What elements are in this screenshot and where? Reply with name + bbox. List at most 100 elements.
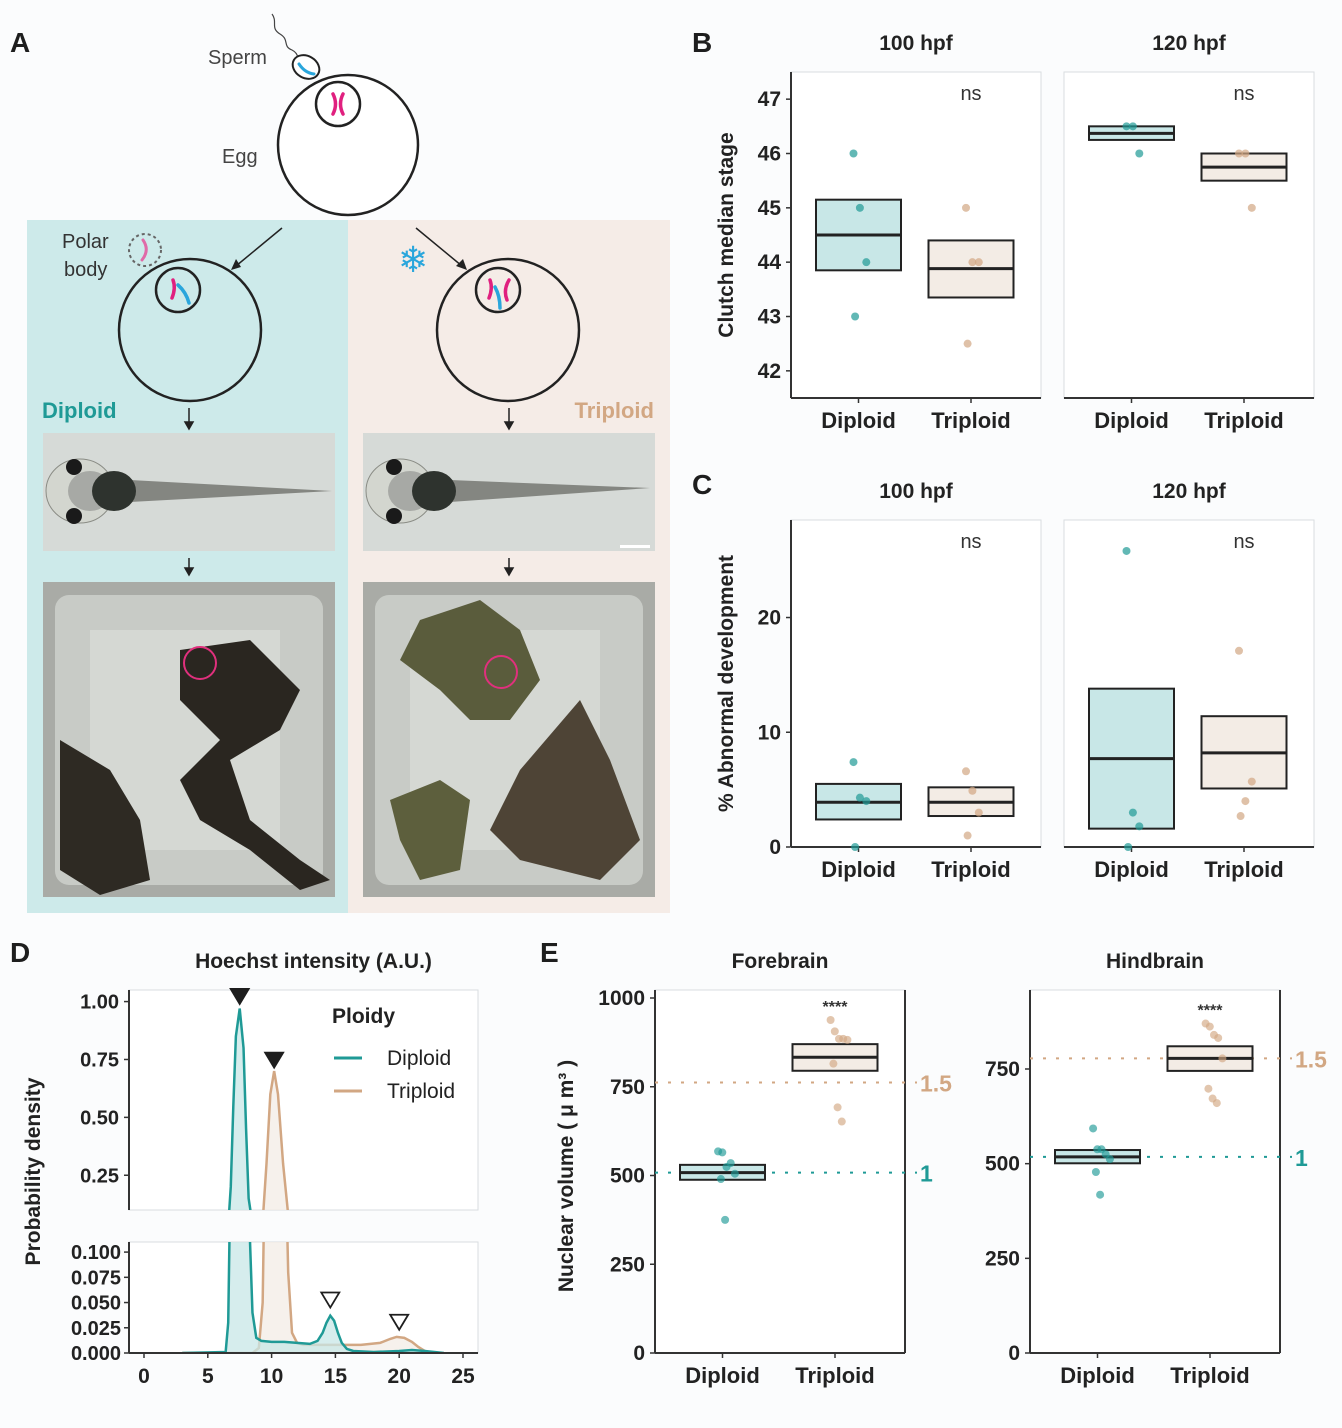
panel-e-chart: E Nuclear volume ( μ m³ ) Forebrain 0 250 500…: [540, 937, 1327, 1388]
data-point: [862, 797, 871, 806]
y-tick-label: 750: [610, 1076, 645, 1099]
y-axis-label: Clutch median stage: [715, 132, 738, 337]
polar-body-label-1: Polar: [62, 231, 109, 253]
data-point: [849, 758, 858, 767]
y-tick-label: 42: [758, 360, 781, 383]
paternal-chromosome: [493, 285, 502, 310]
data-point: [849, 149, 858, 158]
y-tick-label: 43: [758, 306, 781, 329]
x-tick-label: Triploid: [1170, 1363, 1249, 1388]
data-point: [974, 258, 983, 267]
x-tick-label: 15: [324, 1365, 348, 1388]
data-point: [1235, 646, 1243, 655]
x-tick-label: Diploid: [1060, 1363, 1135, 1388]
reference-label: 1.5: [920, 1070, 952, 1096]
lower-plot-area: [128, 1241, 479, 1354]
panel-letter: D: [10, 937, 30, 968]
peak-marker-open: [388, 1313, 410, 1332]
x-tick-label: 0: [138, 1365, 150, 1388]
significance-label: ****: [1198, 1003, 1224, 1020]
y-tick-label: 0: [633, 1342, 645, 1365]
facet-title: 100 hpf: [879, 32, 954, 55]
data-point: [1091, 1167, 1100, 1176]
data-point: [1241, 149, 1250, 158]
arrowhead: [456, 259, 467, 270]
data-point: [1214, 1033, 1223, 1042]
panel-c-chart: C % Abnormal development 0 10 20 100 hpf ns Dip…: [692, 469, 1315, 882]
x-tick-label: Triploid: [931, 857, 1010, 882]
y-tick-label: 0.075: [71, 1267, 121, 1289]
y-tick-label: 0.050: [71, 1293, 121, 1315]
data-point: [1236, 812, 1245, 821]
y-tick-label: 500: [985, 1153, 1020, 1176]
triploid-label: Triploid: [575, 398, 654, 423]
y-tick-label: 45: [758, 197, 782, 220]
x-tick-label: Diploid: [1094, 857, 1169, 882]
y-tick-label: 0: [1008, 1342, 1020, 1365]
diploid-tadpole-photo: [43, 433, 335, 551]
data-point: [855, 793, 864, 802]
significance-label: ns: [1233, 531, 1254, 553]
data-point: [974, 808, 983, 817]
arrowhead: [183, 567, 195, 577]
upper-plot-area: [128, 989, 479, 1211]
x-tick-label: 25: [451, 1365, 475, 1388]
density-area-diploid: [229, 1008, 251, 1210]
density-line-diploid: [182, 1242, 444, 1353]
data-point: [1128, 808, 1137, 817]
data-point: [851, 312, 860, 321]
y-axis-label: Nuclear volume ( μ m³ ): [555, 1060, 578, 1292]
y-tick-label: 0.100: [71, 1242, 121, 1264]
data-point: [833, 1103, 842, 1112]
arrowhead: [231, 259, 241, 270]
y-tick-label: 1000: [598, 987, 645, 1010]
data-point: [1105, 1155, 1114, 1164]
y-tick-label: 500: [610, 1165, 645, 1188]
panel-b-chart: B Clutch median stage 42 43 44 45 46 47 100 hpf n…: [692, 27, 1315, 433]
data-point: [855, 203, 864, 212]
data-point: [962, 767, 970, 776]
peak-marker-filled: [229, 988, 251, 1006]
data-point: [1096, 1190, 1105, 1199]
egg-label: Egg: [222, 146, 258, 168]
reference-label: 1: [920, 1161, 933, 1187]
polar-body-chromosome: [140, 238, 148, 262]
snowflake-icon: ❄: [398, 239, 428, 280]
peak-marker-filled: [263, 1051, 285, 1070]
arrowhead: [183, 421, 195, 431]
highlight-circle: [183, 646, 217, 680]
y-tick-label: 0.75: [80, 1049, 119, 1071]
panel-d-chart: D Hoechst intensity (A.U.) Probability den…: [10, 937, 479, 1388]
x-tick-label: Diploid: [1094, 408, 1169, 433]
density-area-diploid: [182, 1242, 444, 1353]
data-point: [1122, 546, 1131, 555]
panel-letter: E: [540, 937, 559, 968]
maternal-chromosome: [503, 278, 511, 302]
data-point: [837, 1117, 846, 1126]
triploid-frogs-photo: [363, 582, 655, 897]
data-point: [862, 258, 871, 267]
chart-title: Hoechst intensity (A.U.): [195, 950, 432, 973]
diploid-zygote: [117, 257, 263, 403]
panel-letter: B: [692, 27, 712, 58]
significance-label: ns: [960, 531, 981, 553]
data-point: [730, 1169, 739, 1178]
arrowhead: [503, 567, 515, 577]
x-tick-label: 5: [202, 1365, 214, 1388]
density-line-diploid: [228, 1008, 252, 1210]
data-point: [1247, 203, 1256, 212]
sperm-label: Sperm: [208, 47, 267, 69]
data-point: [1247, 777, 1256, 786]
panel-a-letter: A: [10, 27, 30, 58]
reference-label: 1: [1295, 1145, 1308, 1171]
panel-a-diagram: A Sperm Egg Polar body ❄ Diploid Triploi…: [10, 13, 670, 913]
diploid-nucleus: [154, 266, 202, 314]
data-point: [962, 203, 970, 212]
density-area-triploid: [263, 1071, 288, 1210]
data-point: [721, 1215, 730, 1224]
egg-chromosome: [331, 92, 345, 116]
y-axis-label: Probability density: [22, 1077, 45, 1265]
x-tick-label: Diploid: [685, 1363, 760, 1388]
data-point: [851, 843, 860, 851]
y-tick-label: 0.50: [80, 1107, 119, 1129]
